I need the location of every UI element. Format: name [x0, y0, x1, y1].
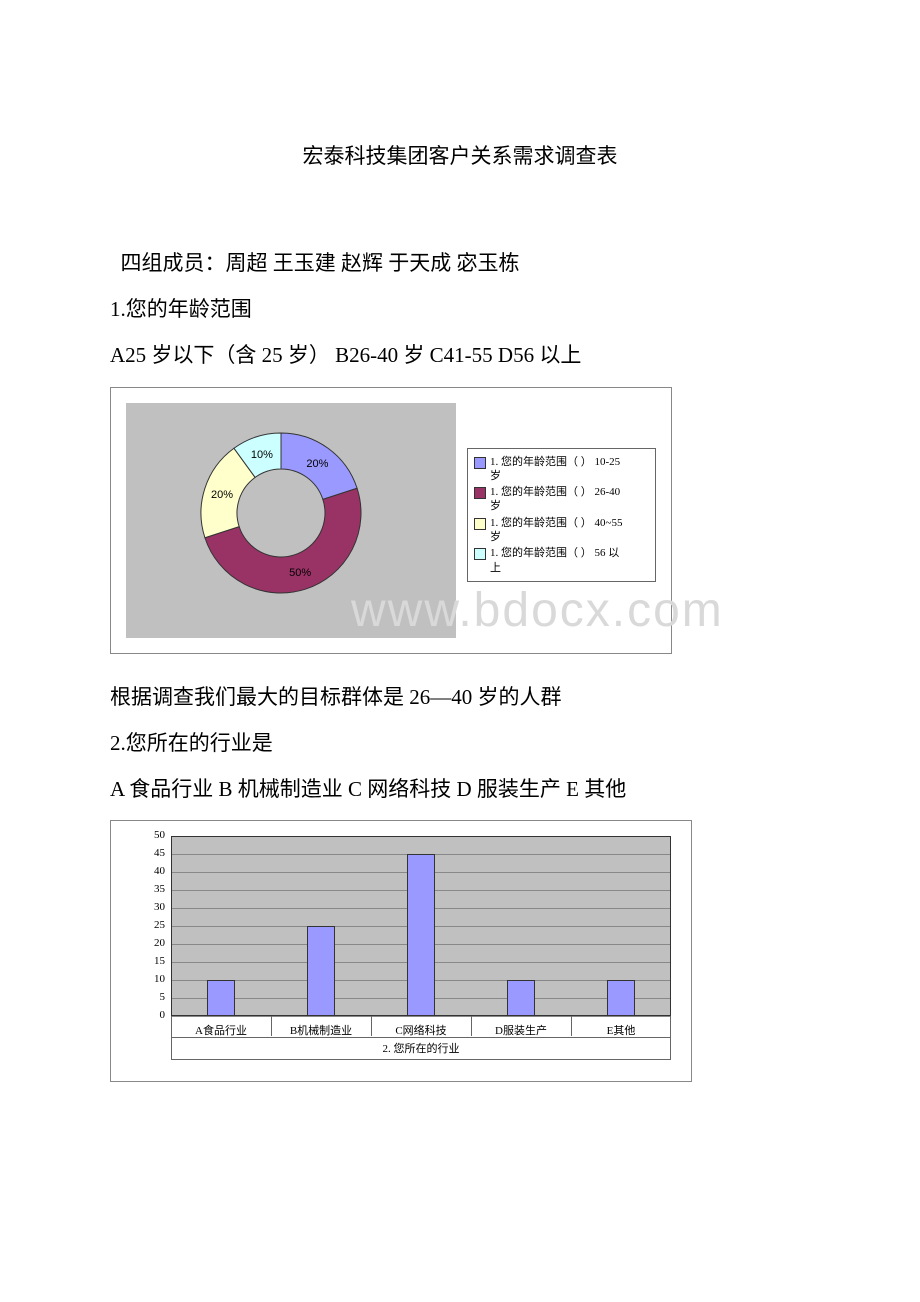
q2-options: A 食品行业 B 机械制造业 C 网络科技 D 服装生产 E 其他	[110, 766, 810, 812]
donut-hole	[238, 470, 324, 556]
donut-slice-label: 20%	[211, 488, 233, 500]
document-title: 宏泰科技集团客户关系需求调查表	[110, 140, 810, 170]
bar	[207, 980, 235, 1016]
y-tick-label: 5	[141, 991, 165, 1003]
y-tick-label: 35	[141, 883, 165, 895]
legend-item: 1. 您的年龄范围（ ） 10-25岁	[474, 455, 649, 484]
bar	[407, 854, 435, 1016]
y-tick-label: 15	[141, 955, 165, 967]
legend-swatch	[474, 548, 486, 560]
legend-item: 1. 您的年龄范围（ ） 40~55岁	[474, 516, 649, 545]
bar	[607, 980, 635, 1016]
gridline	[171, 836, 671, 837]
q1-conclusion: 根据调查我们最大的目标群体是 26—40 岁的人群	[110, 674, 810, 720]
donut-legend: 1. 您的年龄范围（ ） 10-25岁1. 您的年龄范围（ ） 26-40岁1.…	[467, 448, 656, 582]
legend-label: 1. 您的年龄范围（ ） 40~55岁	[490, 516, 630, 545]
donut-slice-label: 20%	[306, 457, 328, 469]
y-tick-label: 25	[141, 919, 165, 931]
donut-slice-label: 50%	[289, 567, 311, 579]
bar	[507, 980, 535, 1016]
legend-swatch	[474, 487, 486, 499]
bar	[307, 926, 335, 1016]
q1-options: A25 岁以下（含 25 岁） B26-40 岁 C41-55 D56 以上	[110, 332, 810, 378]
members-line: 四组成员：周超 王玉建 赵辉 于天成 宓玉栋	[110, 240, 810, 286]
legend-item: 1. 您的年龄范围（ ） 26-40岁	[474, 485, 649, 514]
legend-label: 1. 您的年龄范围（ ） 56 以上	[490, 546, 630, 575]
legend-swatch	[474, 518, 486, 530]
donut-slice-label: 10%	[251, 449, 273, 461]
x-label-row	[171, 1016, 671, 1038]
legend-label: 1. 您的年龄范围（ ） 10-25岁	[490, 455, 630, 484]
q1-label: 1.您的年龄范围	[110, 286, 810, 332]
y-tick-label: 10	[141, 973, 165, 985]
y-tick-label: 30	[141, 901, 165, 913]
age-donut-chart: 20%50%20%10% 1. 您的年龄范围（ ） 10-25岁1. 您的年龄范…	[110, 387, 672, 654]
x-axis-title: 2. 您所在的行业	[171, 1038, 671, 1060]
y-tick-label: 20	[141, 937, 165, 949]
y-tick-label: 40	[141, 865, 165, 877]
y-tick-label: 50	[141, 829, 165, 841]
q2-label: 2.您所在的行业是	[110, 720, 810, 766]
document-page: 宏泰科技集团客户关系需求调查表 四组成员：周超 王玉建 赵辉 于天成 宓玉栋 1…	[0, 0, 920, 1162]
industry-bar-chart: 05101520253035404550A食品行业B机械制造业C网络科技D服装生…	[110, 820, 692, 1082]
y-tick-label: 0	[141, 1009, 165, 1021]
legend-item: 1. 您的年龄范围（ ） 56 以上	[474, 546, 649, 575]
legend-label: 1. 您的年龄范围（ ） 26-40岁	[490, 485, 630, 514]
y-tick-label: 45	[141, 847, 165, 859]
legend-swatch	[474, 457, 486, 469]
